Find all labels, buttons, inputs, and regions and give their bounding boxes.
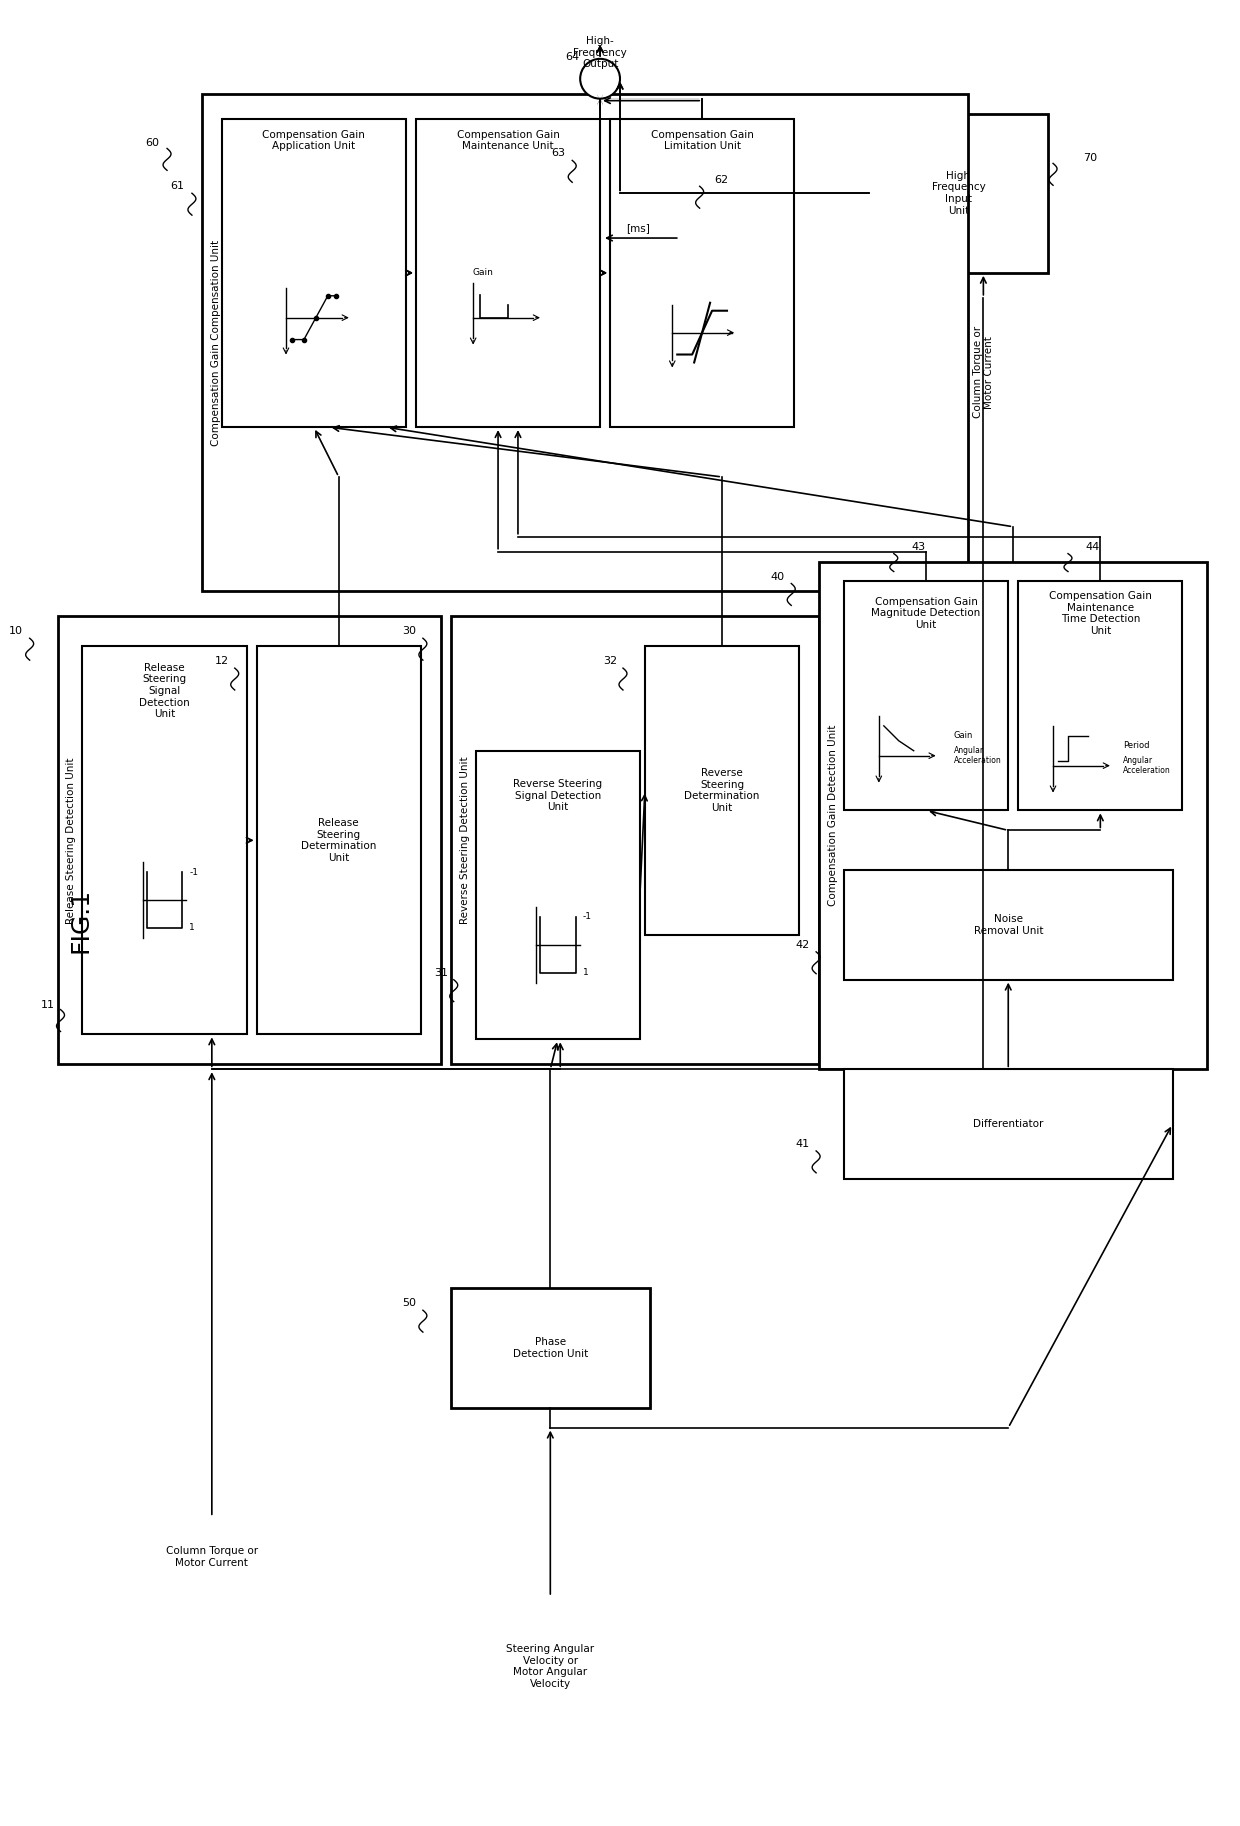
Text: Angular
Acceleration: Angular Acceleration xyxy=(954,747,1001,765)
Bar xyxy=(451,1289,650,1408)
Text: Gain: Gain xyxy=(954,730,973,740)
Text: 40: 40 xyxy=(770,572,785,581)
Bar xyxy=(844,871,1173,981)
Bar xyxy=(57,617,440,1065)
Text: Compensation Gain
Application Unit: Compensation Gain Application Unit xyxy=(263,130,366,152)
Text: Reverse Steering Detection Unit: Reverse Steering Detection Unit xyxy=(460,756,470,924)
Bar xyxy=(844,581,1008,811)
Text: Compensation Gain
Maintenance Unit: Compensation Gain Maintenance Unit xyxy=(456,130,559,152)
Text: Steering Angular
Velocity or
Motor Angular
Velocity: Steering Angular Velocity or Motor Angul… xyxy=(506,1643,594,1689)
Text: 31: 31 xyxy=(434,968,448,977)
Circle shape xyxy=(580,58,620,99)
Text: Reverse Steering
Signal Detection
Unit: Reverse Steering Signal Detection Unit xyxy=(513,780,603,813)
Bar xyxy=(451,617,820,1065)
Text: High-
Frequency
Output: High- Frequency Output xyxy=(573,37,627,69)
Text: Release Steering Detection Unit: Release Steering Detection Unit xyxy=(67,758,77,924)
Text: FIG.1: FIG.1 xyxy=(68,887,93,953)
Bar xyxy=(222,119,405,427)
Text: 43: 43 xyxy=(911,542,926,551)
Text: -1: -1 xyxy=(190,867,198,876)
Text: 64: 64 xyxy=(565,51,579,62)
Text: Differentiator: Differentiator xyxy=(973,1119,1043,1128)
Text: -1: -1 xyxy=(583,913,591,922)
Bar xyxy=(415,119,600,427)
Text: 62: 62 xyxy=(714,175,729,184)
Bar xyxy=(257,646,420,1035)
Text: Column Torque or
Motor Current: Column Torque or Motor Current xyxy=(166,1547,258,1569)
Text: Angular
Acceleration: Angular Acceleration xyxy=(1122,756,1171,776)
Text: 1: 1 xyxy=(583,968,589,977)
Text: 41: 41 xyxy=(795,1139,810,1149)
Text: 63: 63 xyxy=(552,148,565,159)
Bar xyxy=(610,119,794,427)
Text: 1: 1 xyxy=(190,924,195,933)
Bar xyxy=(202,93,968,592)
Text: 12: 12 xyxy=(215,656,229,666)
Text: Release
Steering
Determination
Unit: Release Steering Determination Unit xyxy=(301,818,377,862)
Text: Compensation Gain Detection Unit: Compensation Gain Detection Unit xyxy=(828,725,838,906)
Bar xyxy=(844,1070,1173,1180)
Text: Reverse
Steering
Determination
Unit: Reverse Steering Determination Unit xyxy=(684,769,760,813)
Text: Release
Steering
Signal
Detection
Unit: Release Steering Signal Detection Unit xyxy=(139,663,190,719)
Text: 60: 60 xyxy=(145,139,159,148)
Text: 50: 50 xyxy=(402,1298,415,1307)
Text: 42: 42 xyxy=(795,940,810,950)
Text: 70: 70 xyxy=(1083,153,1097,163)
Text: 61: 61 xyxy=(170,181,184,192)
Text: 30: 30 xyxy=(402,626,415,635)
Text: [ms]: [ms] xyxy=(626,223,650,234)
Text: 11: 11 xyxy=(41,999,55,1010)
Bar xyxy=(820,562,1208,1070)
Bar xyxy=(645,646,800,935)
Text: High
Frequency
Input
Unit: High Frequency Input Unit xyxy=(931,172,986,215)
Text: 44: 44 xyxy=(1086,542,1100,551)
Bar xyxy=(869,113,1048,272)
Text: 10: 10 xyxy=(9,626,22,635)
Text: Period: Period xyxy=(1122,741,1149,750)
Text: 32: 32 xyxy=(603,656,618,666)
Text: Column Torque or
Motor Current: Column Torque or Motor Current xyxy=(972,327,994,418)
Bar xyxy=(82,646,247,1035)
Text: Compensation Gain
Limitation Unit: Compensation Gain Limitation Unit xyxy=(651,130,754,152)
Bar xyxy=(476,750,640,1039)
Bar xyxy=(1018,581,1183,811)
Text: Compensation Gain Compensation Unit: Compensation Gain Compensation Unit xyxy=(211,239,221,446)
Text: Phase
Detection Unit: Phase Detection Unit xyxy=(512,1337,588,1359)
Text: Compensation Gain
Maintenance
Time Detection
Unit: Compensation Gain Maintenance Time Detec… xyxy=(1049,592,1152,635)
Text: Gain: Gain xyxy=(472,268,494,278)
Text: Noise
Removal Unit: Noise Removal Unit xyxy=(973,915,1043,935)
Text: Compensation Gain
Magnitude Detection
Unit: Compensation Gain Magnitude Detection Un… xyxy=(872,597,981,630)
